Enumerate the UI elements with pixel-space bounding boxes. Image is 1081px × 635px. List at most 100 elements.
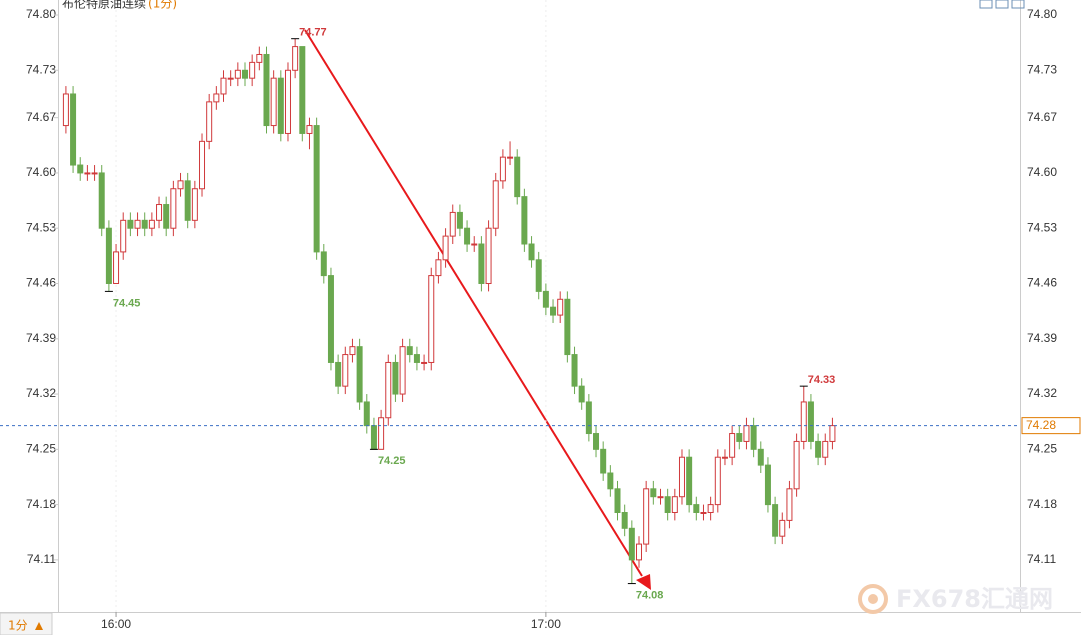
candle-body [550,306,557,316]
candle-body [98,172,105,229]
candle-body [822,440,829,458]
y-tick-label: 74.67 [26,110,56,124]
candle-body [177,180,184,190]
candle-body [84,172,91,175]
candle-body [714,456,721,506]
candle-body [199,140,206,190]
candle-body [435,259,442,277]
candle-body [363,401,370,427]
y-tick-label: 74.80 [26,7,56,21]
icon[interactable] [1011,0,1025,9]
candle-body [542,290,549,308]
y-tick-label: 74.46 [26,276,56,290]
candle-body [636,543,643,561]
candle-body [105,227,112,284]
candle-body [156,204,163,221]
candle-body [729,433,736,458]
candle-body [399,346,406,395]
candle-body [184,180,191,221]
candle-body [721,456,728,459]
candle-body [807,401,814,442]
candle-body [213,93,220,103]
candle-body [284,69,291,134]
candle-body [514,156,521,198]
candle-body [406,346,413,356]
y-tick-label: 74.32 [26,386,56,400]
period-label[interactable]: 1分 [8,619,28,633]
candle-body [70,93,77,166]
candle-body [378,417,385,450]
last-price-label: 74.28 [1026,418,1056,432]
candle-body [535,259,542,292]
icon[interactable] [979,0,993,9]
candle-body [764,464,771,506]
candle-body [392,361,399,395]
y2-tick-label: 74.18 [1027,497,1057,511]
candle-body [578,385,585,403]
chart-title: 布伦特原油连续 [62,0,146,11]
y-tick-label: 74.25 [26,441,56,455]
candle-body [571,354,578,387]
candle-body [449,211,456,237]
y-tick-label: 74.53 [26,220,56,234]
candle-body [113,251,120,284]
candle-body [91,172,98,175]
candle-body [148,219,155,229]
candle-body [621,512,628,529]
y2-tick-label: 74.46 [1027,276,1057,290]
candle-body [528,243,535,261]
last-price-box [1021,417,1081,435]
candle-body [499,156,506,182]
candle-body [779,519,786,537]
candle-body [306,125,313,134]
y2-tick-label: 74.80 [1027,7,1057,21]
candle-body [191,188,198,221]
candle-body [120,219,127,253]
y-tick-label: 74.60 [26,165,56,179]
extreme-label: 74.77 [299,27,327,39]
y-tick-label: 74.11 [27,552,56,566]
candle-body [356,346,363,403]
candle-body [800,401,807,442]
candle-body [292,46,299,71]
period-arrow[interactable] [35,622,43,630]
y2-tick-label: 74.60 [1027,165,1057,179]
candle-body [693,504,700,514]
trend-arrow [304,29,651,590]
candle-body [428,275,435,363]
candle-body [614,488,621,514]
candle-body [507,156,514,159]
y-tick-label: 74.73 [26,62,56,76]
candle-body [736,433,743,442]
candle-body [793,440,800,490]
candle-body [464,227,471,245]
candle-body [141,219,148,229]
candle-body [686,456,693,506]
candle-body [757,448,764,466]
candle-body [657,496,664,499]
candle-body [299,46,306,134]
candle-body [170,188,177,229]
candle-body [335,361,342,387]
candle-body [585,401,592,435]
candle-body [385,361,392,419]
candle-body [671,496,678,514]
candle-body [815,440,822,458]
candle-body [241,69,248,79]
candle-body [249,61,256,79]
candle-body [163,204,170,229]
watermark-logo [858,584,888,614]
icon[interactable] [995,0,1009,9]
candle-body [829,425,836,442]
candle-body [786,488,793,521]
candle-body [263,53,270,127]
candle-body [220,77,227,95]
candle-body [678,456,685,498]
candle-body [234,69,241,79]
candle-body [349,346,356,356]
candle-body [320,251,327,277]
y2-tick-label: 74.11 [1027,552,1056,566]
toolbar-icons[interactable] [979,0,1025,9]
y2-tick-label: 74.73 [1027,62,1057,76]
